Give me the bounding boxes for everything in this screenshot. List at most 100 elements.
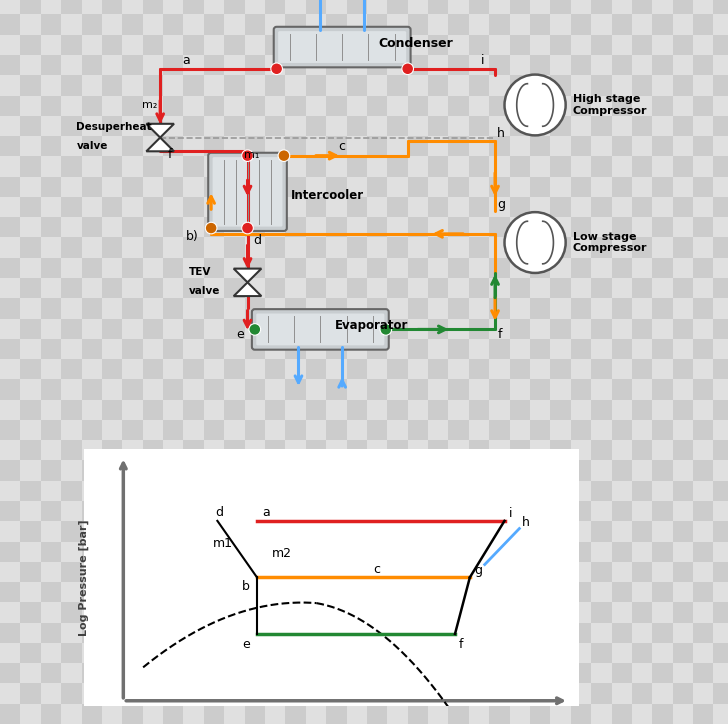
Bar: [469, 521, 489, 542]
Bar: [204, 542, 224, 562]
Bar: [510, 521, 530, 542]
Bar: [693, 643, 713, 663]
Bar: [693, 582, 713, 602]
Bar: [693, 379, 713, 400]
Bar: [612, 542, 632, 562]
Bar: [265, 177, 285, 197]
Bar: [530, 663, 550, 683]
Bar: [571, 136, 591, 156]
Bar: [367, 75, 387, 96]
Bar: [347, 136, 367, 156]
Bar: [693, 623, 713, 643]
Bar: [632, 643, 652, 663]
Bar: [347, 0, 367, 14]
Bar: [265, 359, 285, 379]
Bar: [550, 481, 571, 501]
Bar: [530, 339, 550, 359]
Bar: [41, 75, 61, 96]
Bar: [387, 116, 408, 136]
Bar: [530, 35, 550, 55]
Bar: [550, 400, 571, 420]
Bar: [0, 35, 20, 55]
Bar: [163, 623, 183, 643]
Bar: [0, 156, 20, 177]
Bar: [530, 643, 550, 663]
Circle shape: [402, 63, 414, 75]
Bar: [143, 75, 163, 96]
Bar: [367, 623, 387, 643]
Bar: [224, 440, 245, 460]
Bar: [612, 96, 632, 116]
Bar: [82, 400, 102, 420]
Bar: [550, 602, 571, 623]
Bar: [265, 136, 285, 156]
Bar: [367, 643, 387, 663]
Bar: [387, 562, 408, 582]
Bar: [489, 156, 510, 177]
Bar: [530, 14, 550, 35]
Bar: [408, 521, 428, 542]
Bar: [550, 562, 571, 582]
Bar: [285, 237, 306, 258]
Bar: [550, 116, 571, 136]
Bar: [204, 460, 224, 481]
Bar: [163, 481, 183, 501]
Bar: [408, 237, 428, 258]
Bar: [448, 623, 469, 643]
Bar: [571, 663, 591, 683]
Circle shape: [242, 150, 253, 161]
Bar: [163, 35, 183, 55]
Bar: [0, 298, 20, 319]
Bar: [693, 258, 713, 278]
Text: High stage
Compressor: High stage Compressor: [573, 94, 647, 116]
Bar: [61, 237, 82, 258]
Bar: [204, 602, 224, 623]
Text: Log Pressure [bar]: Log Pressure [bar]: [79, 519, 89, 636]
Bar: [285, 562, 306, 582]
Bar: [265, 197, 285, 217]
Bar: [571, 278, 591, 298]
Bar: [673, 177, 693, 197]
Bar: [306, 339, 326, 359]
Bar: [469, 683, 489, 704]
Bar: [61, 562, 82, 582]
Bar: [102, 683, 122, 704]
Bar: [612, 582, 632, 602]
Bar: [0, 258, 20, 278]
Bar: [591, 156, 612, 177]
Bar: [489, 75, 510, 96]
Bar: [367, 460, 387, 481]
Bar: [367, 177, 387, 197]
Bar: [20, 481, 41, 501]
Bar: [347, 319, 367, 339]
Bar: [0, 542, 20, 562]
Bar: [122, 521, 143, 542]
Bar: [204, 35, 224, 55]
Bar: [122, 481, 143, 501]
Bar: [408, 217, 428, 237]
Bar: [326, 379, 347, 400]
Bar: [387, 704, 408, 724]
Bar: [306, 683, 326, 704]
Bar: [245, 278, 265, 298]
Bar: [469, 704, 489, 724]
Bar: [326, 582, 347, 602]
Bar: [163, 562, 183, 582]
Bar: [285, 683, 306, 704]
Bar: [489, 440, 510, 460]
Bar: [102, 481, 122, 501]
Bar: [265, 501, 285, 521]
Bar: [571, 177, 591, 197]
Bar: [0, 217, 20, 237]
Bar: [428, 379, 448, 400]
Bar: [652, 339, 673, 359]
Bar: [713, 501, 728, 521]
Bar: [408, 683, 428, 704]
Bar: [285, 55, 306, 75]
Bar: [245, 136, 265, 156]
Bar: [204, 319, 224, 339]
Bar: [82, 75, 102, 96]
Bar: [367, 683, 387, 704]
Bar: [387, 177, 408, 197]
Bar: [489, 683, 510, 704]
